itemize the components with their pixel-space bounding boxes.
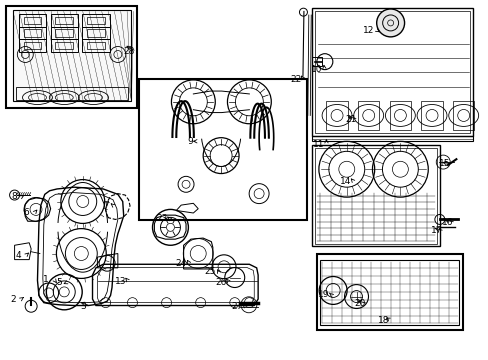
Bar <box>55 42 73 49</box>
Bar <box>357 101 379 130</box>
Text: 17: 17 <box>430 226 442 235</box>
Text: 6: 6 <box>23 208 29 217</box>
Text: 2: 2 <box>10 294 16 303</box>
Bar <box>51 14 78 27</box>
Bar <box>82 27 109 40</box>
Text: 4: 4 <box>15 251 21 260</box>
Bar <box>87 17 104 24</box>
Text: 10: 10 <box>310 65 322 74</box>
Bar <box>24 17 41 24</box>
Bar <box>24 30 41 37</box>
Text: 9: 9 <box>187 137 192 146</box>
Bar <box>51 27 78 40</box>
Bar <box>82 14 109 27</box>
Bar <box>6 6 137 108</box>
Text: 22: 22 <box>289 75 301 84</box>
Bar <box>316 253 462 330</box>
Bar <box>87 42 104 49</box>
Text: 8: 8 <box>12 192 18 201</box>
Text: 5: 5 <box>57 278 62 287</box>
Bar <box>139 79 306 220</box>
Bar <box>19 14 46 27</box>
Text: 21: 21 <box>345 114 356 123</box>
Text: 1: 1 <box>43 275 49 284</box>
Bar <box>87 30 104 37</box>
Bar <box>325 101 347 130</box>
Text: 15: 15 <box>439 159 450 168</box>
Bar <box>24 42 41 49</box>
Bar <box>311 57 322 66</box>
Bar <box>452 101 473 130</box>
Bar <box>51 39 78 52</box>
Text: 11: 11 <box>312 140 324 149</box>
Text: 13: 13 <box>114 276 126 285</box>
Text: 7: 7 <box>102 201 108 210</box>
Bar <box>82 39 109 52</box>
Bar <box>389 101 410 130</box>
Text: 14: 14 <box>340 177 351 186</box>
Bar <box>421 101 442 130</box>
Bar <box>19 39 46 52</box>
Text: 23: 23 <box>156 214 167 223</box>
Bar <box>55 17 73 24</box>
Text: 24: 24 <box>175 259 186 268</box>
Text: 16: 16 <box>442 218 453 227</box>
Text: 19: 19 <box>317 290 328 299</box>
Bar <box>19 27 46 40</box>
Text: 28: 28 <box>122 47 134 56</box>
Text: 26: 26 <box>215 278 226 287</box>
Text: 20: 20 <box>354 299 366 308</box>
Text: 27: 27 <box>231 302 243 311</box>
Bar <box>55 30 73 37</box>
Text: 3: 3 <box>80 302 85 311</box>
Text: 25: 25 <box>204 267 216 276</box>
Polygon shape <box>13 10 131 101</box>
Circle shape <box>376 9 404 37</box>
Text: 18: 18 <box>377 316 388 325</box>
Text: 12: 12 <box>362 26 374 35</box>
